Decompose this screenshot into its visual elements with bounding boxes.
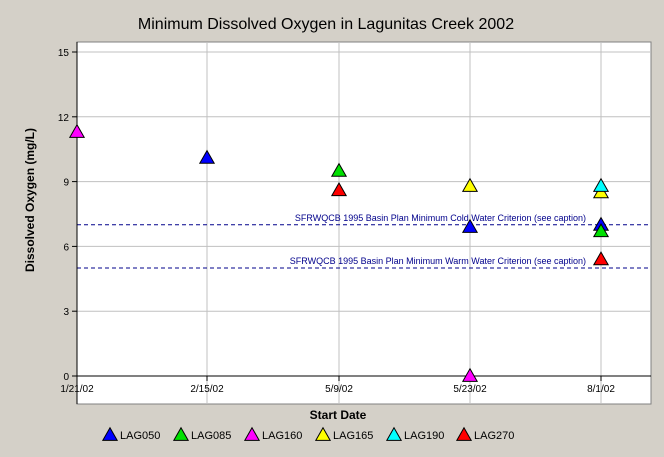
data-point-lag050 xyxy=(461,218,479,233)
data-point-lag190 xyxy=(592,177,610,192)
legend-label: LAG190 xyxy=(404,430,444,442)
legend-item-lag270: LAG270 xyxy=(455,426,514,442)
y-tick-label: 0 xyxy=(63,372,69,383)
data-markers xyxy=(68,123,610,382)
legend-marker xyxy=(172,426,190,441)
reference-lines: SFRWQCB 1995 Basin Plan Minimum Cold Wat… xyxy=(77,213,651,269)
data-point-lag270 xyxy=(592,251,610,266)
reference-line-label: SFRWQCB 1995 Basin Plan Minimum Cold Wat… xyxy=(295,213,586,223)
legend-item-lag160: LAG160 xyxy=(243,426,302,442)
data-point-lag160 xyxy=(461,367,479,382)
legend-label: LAG270 xyxy=(474,430,514,442)
legend-item-lag190: LAG190 xyxy=(385,426,444,442)
legend-label: LAG050 xyxy=(120,430,160,442)
y-tick-label: 6 xyxy=(63,242,69,253)
legend-marker xyxy=(243,426,261,441)
data-point-lag085 xyxy=(330,162,348,177)
data-point-lag050 xyxy=(198,149,216,164)
legend-marker xyxy=(455,426,473,441)
x-tick-label: 2/15/02 xyxy=(190,384,224,395)
data-point-lag270 xyxy=(330,182,348,197)
reference-line-label: SFRWQCB 1995 Basin Plan Minimum Warm Wat… xyxy=(290,256,586,266)
legend-item-lag085: LAG085 xyxy=(172,426,231,442)
data-point-lag160 xyxy=(68,123,86,138)
data-point-lag085 xyxy=(592,223,610,238)
legend: LAG050 LAG085 LAG160 LAG165 LAG190 LAG270 xyxy=(101,426,514,442)
y-tick-label: 9 xyxy=(63,178,69,189)
y-tick-label: 12 xyxy=(58,113,70,124)
legend-marker xyxy=(101,426,119,441)
legend-item-lag165: LAG165 xyxy=(314,426,373,442)
y-tick-label: 3 xyxy=(63,307,69,318)
chart-title: Minimum Dissolved Oxygen in Lagunitas Cr… xyxy=(138,16,514,33)
legend-marker xyxy=(314,426,332,441)
x-tick-label: 5/23/02 xyxy=(453,384,487,395)
legend-item-lag050: LAG050 xyxy=(101,426,160,442)
legend-label: LAG085 xyxy=(191,430,231,442)
legend-label: LAG160 xyxy=(262,430,302,442)
x-axis-label: Start Date xyxy=(310,408,367,422)
x-tick-label: 5/9/02 xyxy=(325,384,353,395)
data-point-lag165 xyxy=(461,177,479,192)
x-tick-label: 8/1/02 xyxy=(587,384,615,395)
legend-label: LAG165 xyxy=(333,430,373,442)
legend-marker xyxy=(385,426,403,441)
plot-area xyxy=(76,41,652,405)
grid-layer xyxy=(76,42,651,404)
y-tick-label: 15 xyxy=(58,48,70,59)
y-axis-label: Dissolved Oxygen (mg/L) xyxy=(23,128,37,272)
